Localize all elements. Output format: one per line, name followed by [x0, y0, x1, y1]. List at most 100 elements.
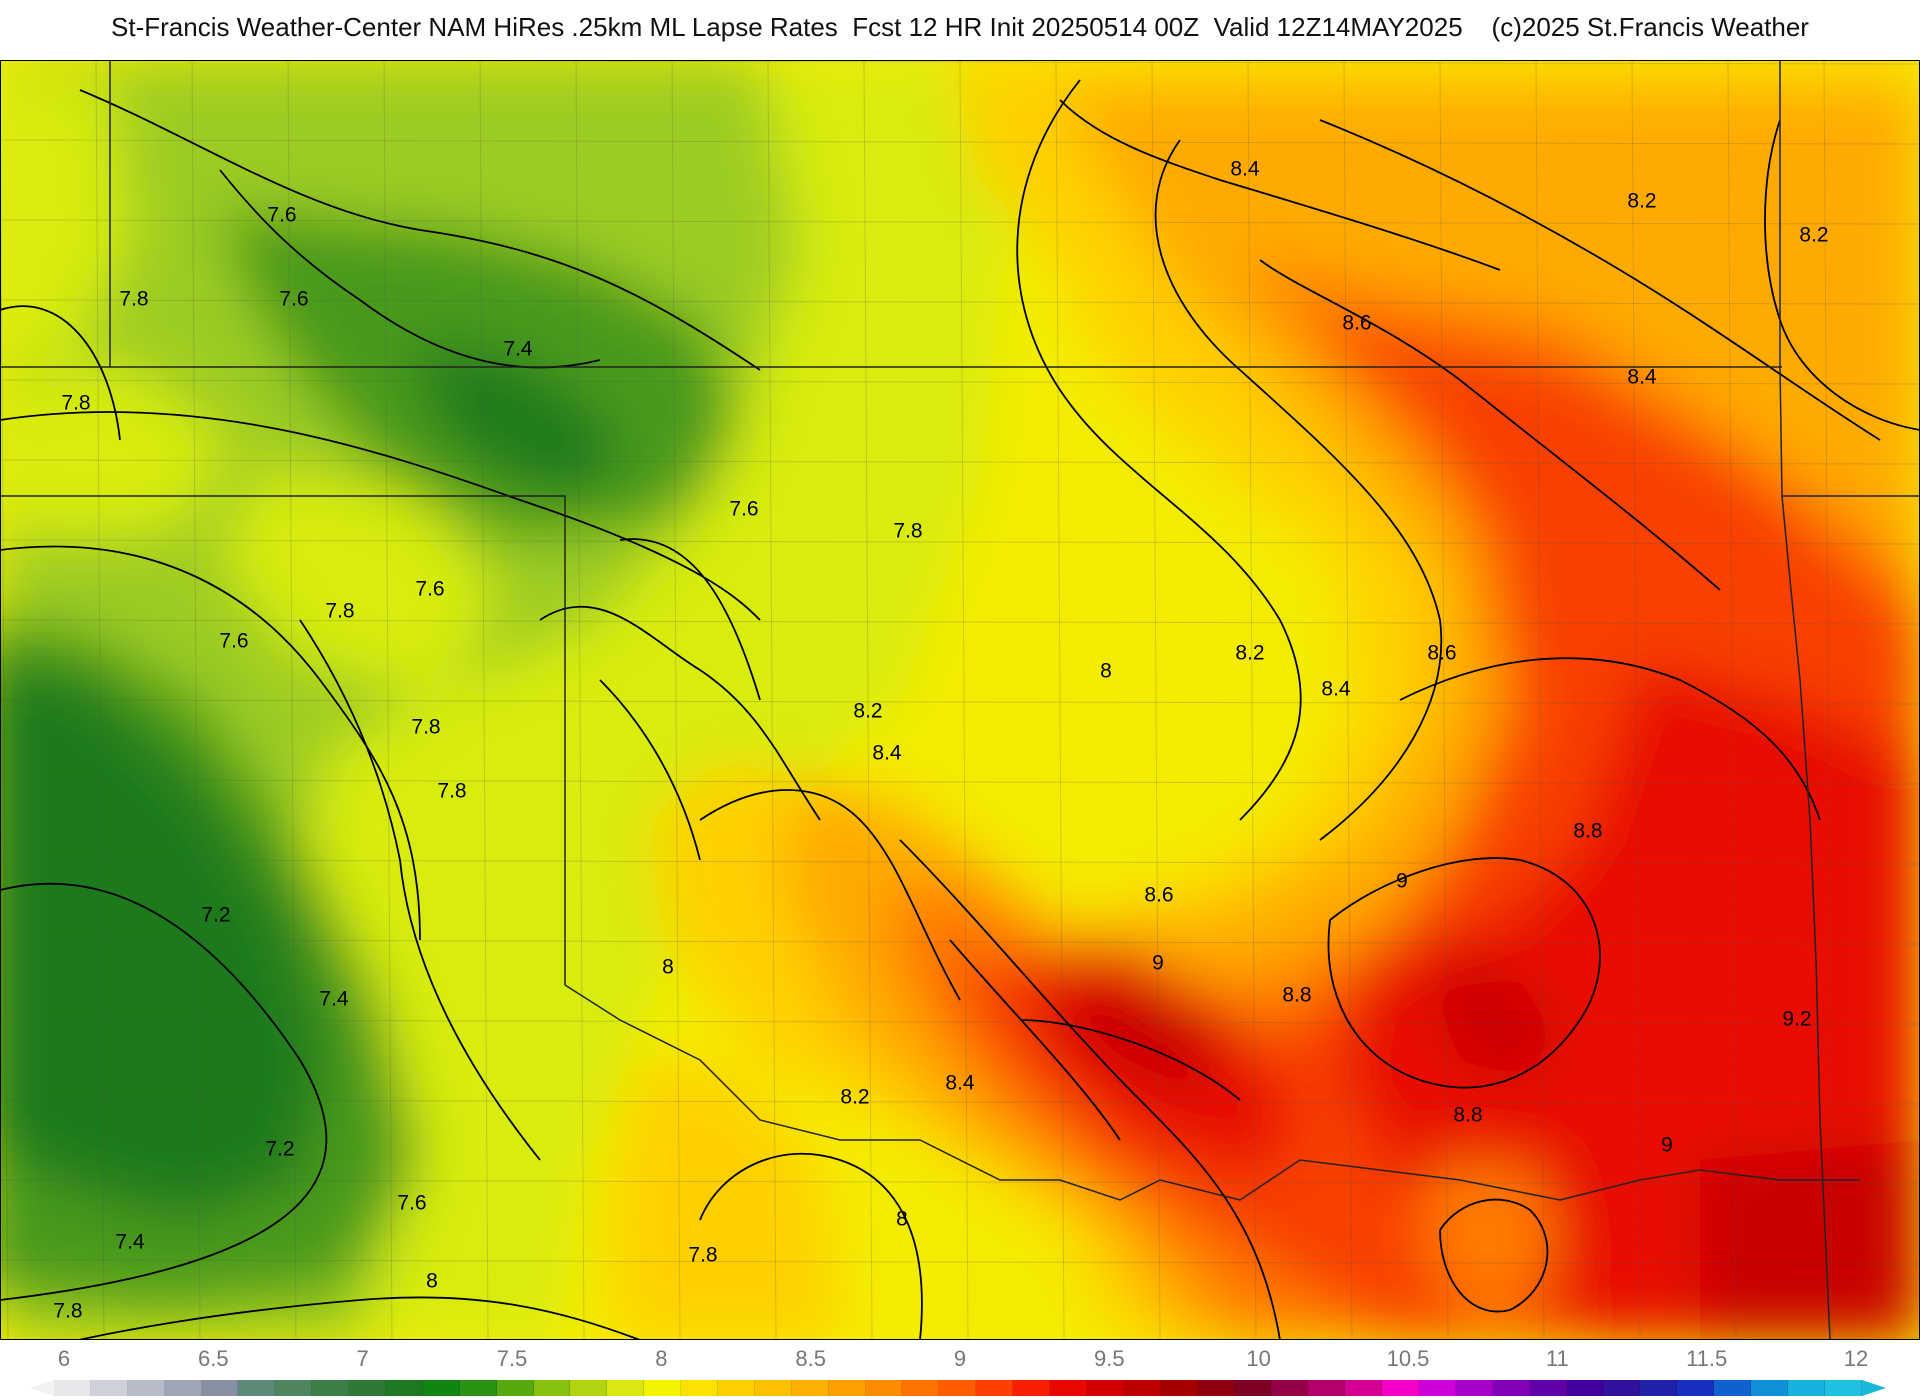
contour-label: 8.6: [1342, 312, 1371, 335]
contour-label: 8.6: [1427, 642, 1456, 665]
colorbar-swatch: [754, 1380, 792, 1396]
contour-label: 7.6: [729, 498, 758, 521]
colorbar-swatch: [386, 1380, 423, 1396]
colorbar-swatch: [1714, 1380, 1751, 1396]
county-lines: [0, 60, 1920, 1340]
colorbar-swatch: [791, 1380, 829, 1396]
fill-region: [410, 340, 620, 500]
county-line: [383, 60, 393, 1340]
contour-line: [1399, 657, 1821, 821]
colorbar-swatch: [828, 1380, 866, 1396]
colorbar-swatch: [1455, 1380, 1493, 1396]
contour-label: 8.4: [872, 742, 902, 765]
contour-label: 8: [662, 956, 674, 979]
colorbar-swatch: [607, 1380, 645, 1396]
colorbar-swatch: [1086, 1380, 1124, 1396]
contour-label: 7.6: [267, 204, 296, 227]
county-line: [1823, 60, 1833, 1340]
contour-label: 7.8: [688, 1244, 717, 1267]
contour-label: 8: [426, 1270, 438, 1293]
contour-line: [619, 538, 761, 701]
contour-line: [74, 1296, 641, 1340]
colorbar-swatch: [533, 1380, 571, 1396]
contour-line: [1439, 1198, 1549, 1313]
county-line: [479, 60, 489, 1340]
county-line: [0, 219, 1920, 225]
county-line: [287, 60, 297, 1340]
colorbar-swatch: [681, 1380, 719, 1396]
county-line: [191, 60, 201, 1340]
contour-label: 7.2: [201, 904, 230, 927]
colorbar-swatch: [201, 1380, 239, 1396]
county-line: [0, 379, 1920, 385]
contour-label: 9: [1152, 952, 1164, 975]
colorbar-tick-label: 9: [953, 1346, 967, 1371]
contour-label: 8.8: [1453, 1104, 1482, 1127]
contour-label: 8.8: [1282, 984, 1311, 1007]
contour-line: [539, 605, 821, 821]
county-line: [863, 60, 873, 1340]
contour-line: [1327, 857, 1601, 1089]
contour-label: 8.4: [1321, 678, 1351, 701]
colorbar-swatch: [1123, 1380, 1161, 1396]
colorbar-left-arrow: [30, 1380, 54, 1396]
state-border: [0, 495, 566, 985]
fill-region: [0, 663, 330, 1220]
county-line: [0, 1179, 1920, 1185]
colorbar: 6 6.5 7 7.5 8 8.5 9 9.5 10 10.5 11 11.5 12: [0, 1342, 1920, 1400]
state-borders: [0, 60, 1920, 1340]
colorbar-swatch: [1234, 1380, 1272, 1396]
colorbar-swatch: [54, 1380, 91, 1396]
fill-region: [220, 470, 500, 700]
county-line: [1727, 60, 1737, 1340]
county-line: [1343, 60, 1353, 1340]
colorbar-tick-label: 11.5: [1686, 1346, 1728, 1371]
county-line: [1151, 60, 1161, 1340]
contour-label: 8.6: [1144, 884, 1173, 907]
contour-line: [1319, 119, 1881, 441]
colorbar-tick-label: 11: [1545, 1346, 1569, 1371]
contour-line: [899, 839, 1281, 1340]
state-border: [564, 984, 1860, 1201]
fill-region: [610, 1060, 840, 1340]
contour-label: 8.2: [840, 1086, 869, 1109]
colorbar-swatch: [1418, 1380, 1456, 1396]
county-line: [0, 779, 1920, 785]
county-line: [767, 60, 777, 1340]
contour-label: 7.6: [279, 288, 308, 311]
contour-line: [1259, 259, 1721, 591]
county-line: [0, 459, 1920, 465]
contour-label: 7.8: [411, 716, 440, 739]
contour-label: 8.2: [1799, 224, 1828, 247]
contour-label: 9: [1396, 870, 1408, 893]
colorbar-tick-label: 10.5: [1386, 1346, 1430, 1371]
contour-label: 7.8: [61, 392, 90, 415]
county-line: [0, 859, 1920, 865]
colorbar-swatch: [459, 1380, 497, 1396]
colorbar-swatch: [1382, 1380, 1419, 1396]
contour-label: 7.8: [437, 780, 466, 803]
contour-line: [79, 89, 761, 371]
county-line: [0, 619, 1920, 625]
colorbar-swatch: [1824, 1380, 1862, 1396]
lapse-rate-map: 8.4 8.2 8.2 7.6 7.8 7.6 8.6 7.4 8.4 7.8 7.6 7.8 7.6 7…: [0, 60, 1920, 1340]
colorbar-swatch: [238, 1380, 276, 1396]
county-line: [1535, 60, 1545, 1340]
county-line: [0, 539, 1920, 545]
colorbar-swatch: [349, 1380, 387, 1396]
contour-label: 7.6: [397, 1192, 426, 1215]
contour-label: 7.8: [53, 1300, 82, 1323]
county-line: [0, 299, 1920, 305]
county-line: [0, 139, 1920, 145]
colorbar-tick-label: 7.5: [496, 1346, 528, 1371]
colorbar-swatch: [1308, 1380, 1346, 1396]
contour-line: [949, 939, 1121, 1141]
contour-line: [599, 679, 701, 861]
colorbar-swatch: [1640, 1380, 1678, 1396]
contour-line: [0, 545, 421, 941]
contour-line: [1154, 139, 1443, 841]
fill-region: [1700, 1140, 1920, 1340]
fill-region: [1440, 960, 1560, 1080]
colorbar-swatch: [1197, 1380, 1235, 1396]
colorbar-swatch: [1271, 1380, 1309, 1396]
